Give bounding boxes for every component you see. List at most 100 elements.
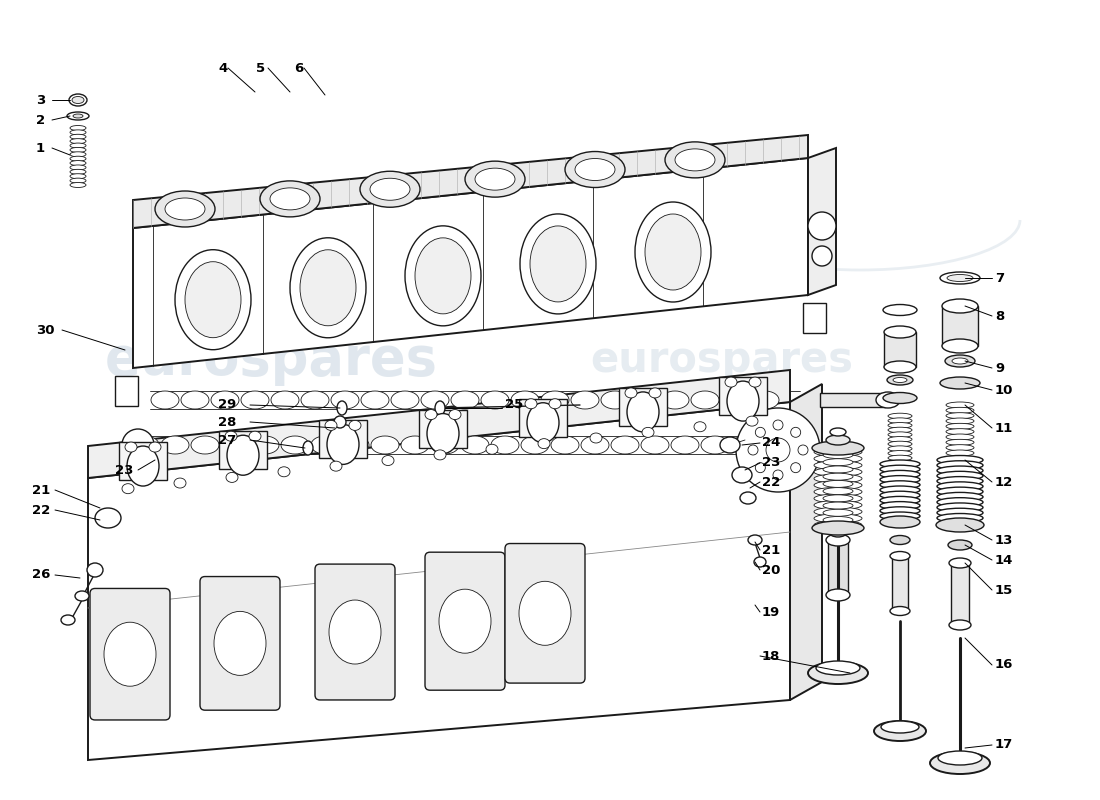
Ellipse shape [937,514,983,522]
Ellipse shape [551,436,579,454]
Ellipse shape [756,462,766,473]
Ellipse shape [946,413,974,418]
Ellipse shape [60,615,75,625]
Ellipse shape [175,250,251,350]
Text: 29: 29 [218,398,236,411]
Ellipse shape [814,507,862,516]
Ellipse shape [331,391,359,409]
Ellipse shape [949,558,971,568]
Ellipse shape [814,514,862,523]
Text: 22: 22 [32,503,51,517]
Ellipse shape [415,238,471,314]
Ellipse shape [271,391,299,409]
Ellipse shape [952,358,968,364]
Polygon shape [808,148,836,295]
Ellipse shape [814,521,862,530]
Ellipse shape [937,493,983,502]
Ellipse shape [814,447,862,457]
Ellipse shape [226,431,236,442]
Ellipse shape [947,274,974,282]
Ellipse shape [946,418,974,424]
Ellipse shape [942,339,978,353]
Text: 12: 12 [996,475,1013,489]
Ellipse shape [890,606,910,615]
Polygon shape [790,384,822,700]
Ellipse shape [937,482,983,491]
Ellipse shape [888,413,912,419]
Ellipse shape [890,535,910,545]
Ellipse shape [575,158,615,181]
Text: 30: 30 [36,323,55,337]
Bar [828,540,848,595]
Ellipse shape [174,478,186,488]
Ellipse shape [302,441,313,455]
Bar [820,393,886,407]
Ellipse shape [823,495,852,502]
Ellipse shape [938,751,982,765]
Ellipse shape [565,151,625,187]
Ellipse shape [290,238,366,338]
Ellipse shape [601,391,629,409]
Ellipse shape [749,377,761,387]
Ellipse shape [155,191,214,227]
Ellipse shape [876,392,900,408]
Ellipse shape [823,510,852,516]
Polygon shape [116,376,138,406]
FancyBboxPatch shape [425,552,505,690]
Ellipse shape [888,450,912,456]
Ellipse shape [945,355,975,367]
Ellipse shape [405,226,481,326]
Text: 22: 22 [762,475,780,489]
Ellipse shape [814,454,862,463]
Ellipse shape [311,436,339,454]
Ellipse shape [826,534,850,546]
Ellipse shape [732,436,759,454]
Text: eurospares: eurospares [590,339,852,381]
Ellipse shape [349,420,361,430]
Ellipse shape [773,420,783,430]
Text: 16: 16 [996,658,1013,671]
Ellipse shape [823,451,852,458]
Ellipse shape [814,461,862,470]
Polygon shape [119,442,167,480]
Ellipse shape [812,246,832,266]
Ellipse shape [70,147,86,153]
Ellipse shape [525,398,537,409]
Polygon shape [219,431,267,470]
Ellipse shape [940,272,980,284]
Ellipse shape [481,391,509,409]
Ellipse shape [756,427,766,438]
Text: 5: 5 [256,62,265,74]
Ellipse shape [631,391,659,409]
Ellipse shape [880,496,920,504]
Ellipse shape [610,436,639,454]
Ellipse shape [491,436,519,454]
Text: 21: 21 [762,543,780,557]
Ellipse shape [67,112,89,120]
Bar [892,556,907,611]
Ellipse shape [260,181,320,217]
Ellipse shape [940,377,980,389]
Ellipse shape [946,450,974,456]
Text: 18: 18 [762,650,780,662]
Ellipse shape [748,535,762,545]
Ellipse shape [814,481,862,490]
Ellipse shape [300,250,356,326]
Ellipse shape [70,143,86,148]
Ellipse shape [449,410,461,419]
Ellipse shape [69,94,87,106]
Ellipse shape [161,436,189,454]
Ellipse shape [221,436,249,454]
Ellipse shape [890,551,910,561]
Ellipse shape [382,455,394,466]
Ellipse shape [946,423,974,430]
Ellipse shape [936,518,985,532]
Ellipse shape [823,517,852,523]
Ellipse shape [226,473,238,482]
Ellipse shape [371,436,399,454]
Ellipse shape [661,391,689,409]
Ellipse shape [439,589,491,653]
Text: 23: 23 [116,463,133,477]
Ellipse shape [880,507,920,515]
Ellipse shape [946,445,974,450]
